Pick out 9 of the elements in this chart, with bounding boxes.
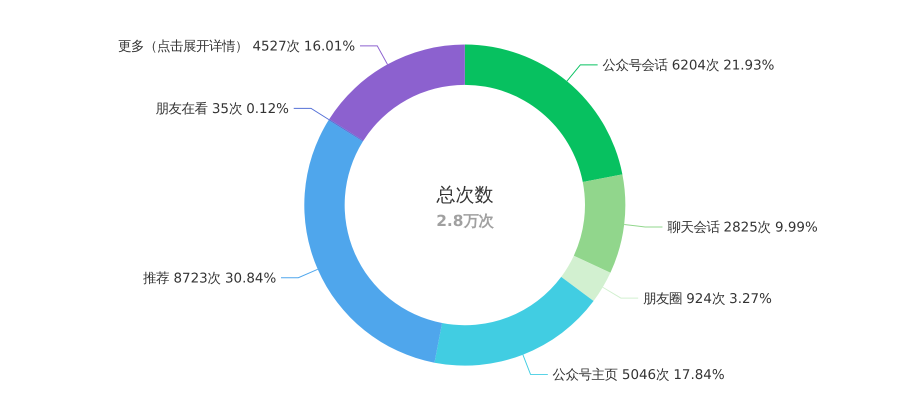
slice-label: 朋友在看 35次 0.12% — [156, 102, 290, 118]
slice-label: 公众号会话 6204次 21.93% — [602, 58, 775, 74]
slice-label: 更多（点击展开详情） 4527次 16.01% — [118, 40, 356, 55]
slice-label: 推荐 8723次 30.84% — [143, 271, 276, 286]
slice-label: 朋友圈 924次 3.27% — [642, 292, 772, 307]
text: 总次数 — [435, 183, 494, 206]
slice-label: 聊天会话 2825次 9.99% — [667, 220, 818, 236]
slice-label: 公众号主页 5046次 17.84% — [552, 367, 725, 384]
text: 2.8万次 — [436, 212, 494, 230]
